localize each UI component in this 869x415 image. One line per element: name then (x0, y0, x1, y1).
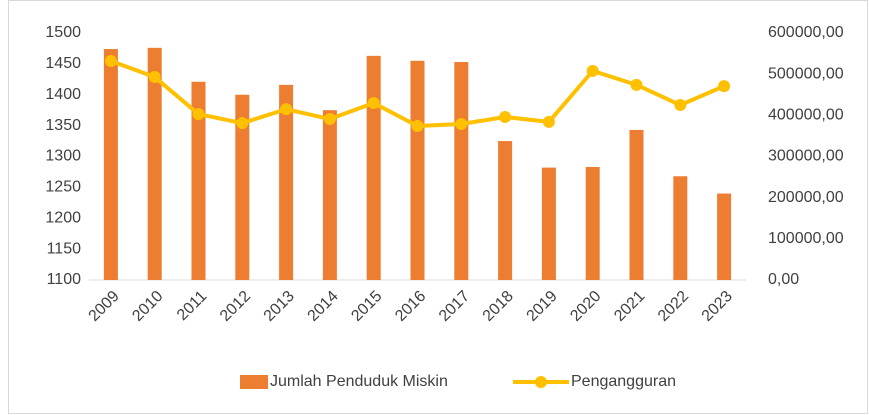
chart-border (8, 0, 868, 414)
legend-swatch (240, 375, 268, 389)
legend-marker (535, 376, 547, 388)
y-tick-label: 1150 (47, 240, 82, 257)
bar (585, 166, 600, 280)
line-marker (455, 117, 468, 130)
bar (279, 84, 294, 281)
y-tick-label: 1100 (47, 271, 82, 288)
bar (629, 129, 644, 280)
y2-tick-label: 500000,00 (768, 65, 844, 82)
line-marker (280, 103, 293, 116)
y-tick-label: 1250 (45, 179, 81, 196)
bar (147, 47, 162, 280)
y2-tick-label: 200000,00 (768, 189, 844, 206)
bar (717, 193, 732, 280)
bar (454, 62, 469, 281)
y-tick-label: 1400 (45, 86, 81, 103)
legend-label: Pengangguran (571, 373, 676, 390)
y2-tick-label: 300000,00 (768, 148, 844, 165)
line-marker (236, 117, 249, 130)
line-marker (630, 78, 643, 91)
bar (191, 81, 206, 280)
line-marker (586, 64, 599, 77)
line-marker (718, 80, 731, 93)
y-tick-label: 1200 (45, 209, 81, 226)
line-marker (148, 71, 161, 84)
y2-tick-label: 400000,00 (768, 107, 844, 124)
y-tick-label: 1500 (45, 24, 81, 41)
bar (410, 60, 425, 280)
line-marker (192, 108, 205, 121)
y2-tick-label: 600000,00 (768, 24, 844, 41)
line-marker (542, 115, 555, 128)
legend-label: Jumlah Penduduk Miskin (270, 373, 448, 390)
y2-tick-label: 0,00 (768, 271, 799, 288)
line-marker (367, 96, 380, 109)
y-tick-label: 1450 (45, 55, 81, 72)
y-tick-label: 1350 (45, 117, 81, 134)
line-marker (499, 110, 512, 123)
y-tick-label: 1300 (45, 148, 81, 165)
line-marker (323, 113, 336, 126)
bar (673, 176, 688, 280)
bar (322, 110, 337, 280)
bar (541, 167, 556, 280)
bar (103, 49, 118, 281)
y2-tick-label: 100000,00 (768, 230, 844, 247)
line-marker (104, 54, 117, 67)
line-marker (674, 99, 687, 112)
bar (498, 141, 513, 280)
bar (235, 94, 250, 280)
line-marker (411, 120, 424, 133)
bar (366, 55, 381, 280)
